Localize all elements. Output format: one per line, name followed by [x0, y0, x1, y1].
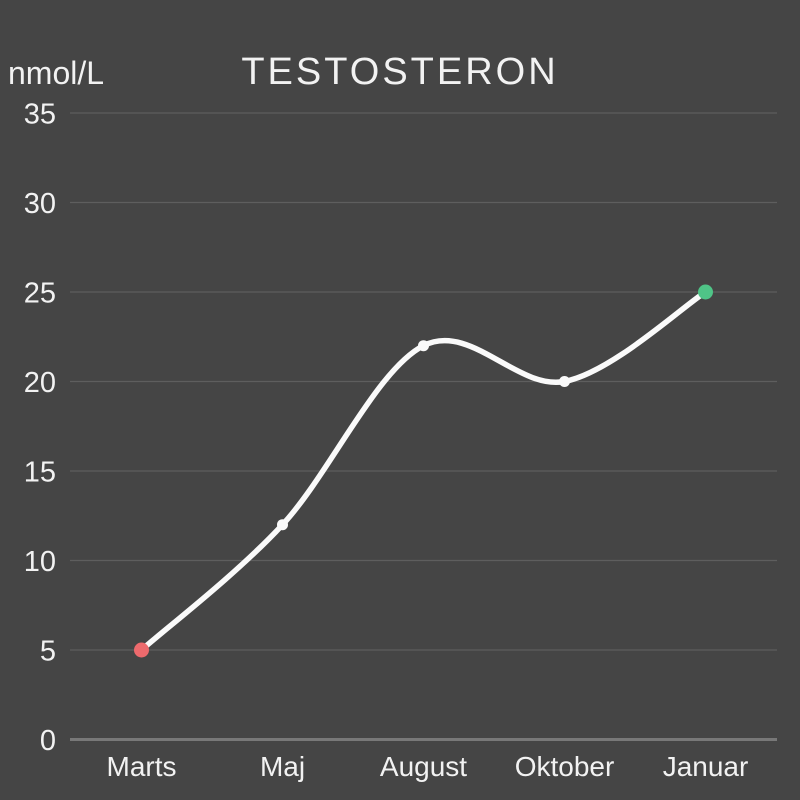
- y-tick-label: 10: [24, 546, 56, 578]
- data-point: [134, 642, 149, 658]
- x-axis-label: Maj: [260, 751, 305, 782]
- data-point: [418, 340, 429, 352]
- data-point: [698, 284, 713, 300]
- x-axis-label: Oktober: [515, 751, 615, 782]
- y-axis-unit-label: nmol/L: [8, 55, 104, 91]
- x-axis-labels: Marts Maj August Oktober Januar: [107, 751, 749, 782]
- x-axis-label: August: [380, 751, 467, 782]
- gridlines: [70, 112, 777, 741]
- y-axis-tick-labels: 0 5 10 15 20 25 30 35: [24, 99, 56, 758]
- y-tick-label: 5: [40, 636, 56, 668]
- y-tick-label: 15: [24, 457, 56, 489]
- y-tick-label: 30: [24, 188, 56, 220]
- data-point: [559, 376, 570, 387]
- chart-title: TESTOSTERON: [241, 51, 558, 93]
- y-tick-label: 25: [24, 278, 56, 310]
- x-axis-label: Marts: [107, 751, 177, 782]
- data-points: [134, 284, 713, 658]
- y-tick-label: 20: [24, 367, 56, 399]
- x-axis-label: Januar: [663, 751, 749, 782]
- y-tick-label: 0: [40, 725, 56, 757]
- y-tick-label: 35: [24, 99, 56, 131]
- data-point: [277, 519, 288, 531]
